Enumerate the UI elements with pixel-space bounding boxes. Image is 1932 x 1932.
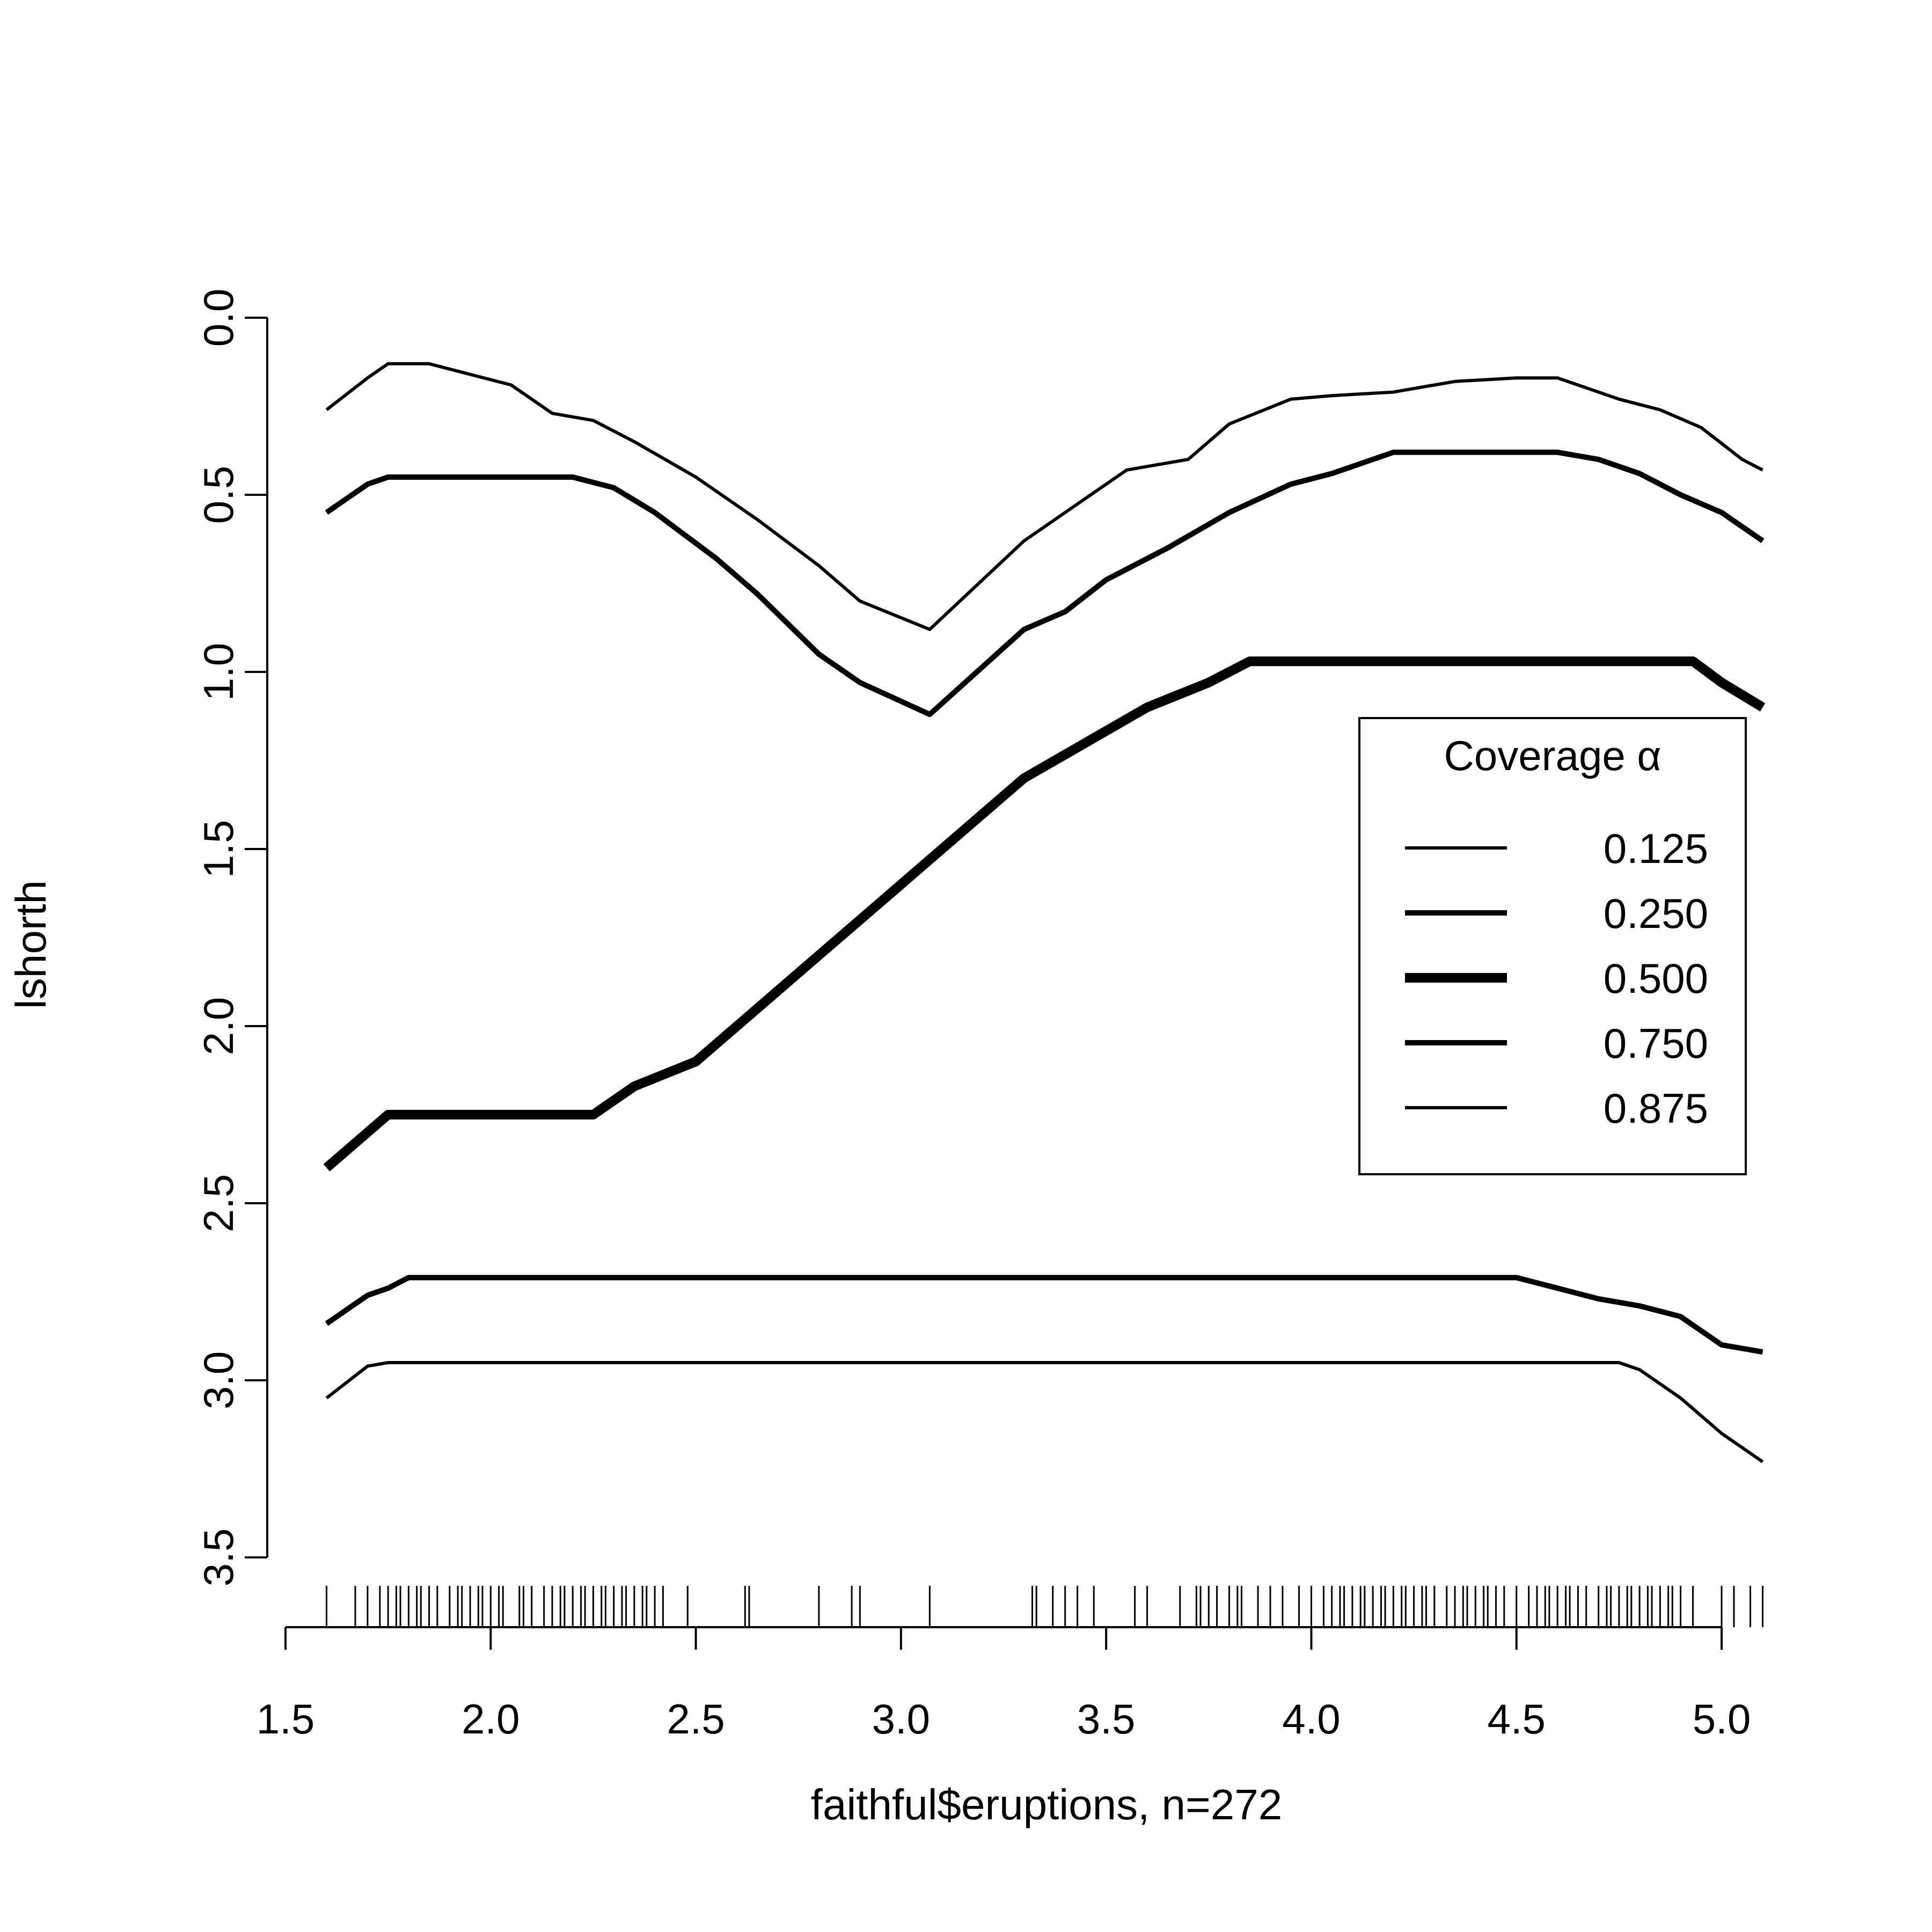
- legend-label-0.750: 0.750: [1604, 1020, 1708, 1067]
- legend-label-0.125: 0.125: [1604, 825, 1708, 872]
- legend-label-0.875: 0.875: [1604, 1085, 1708, 1132]
- y-tick-label: 2.5: [195, 1174, 242, 1232]
- legend-box: [1358, 717, 1747, 1175]
- y-axis: 0.0 0.5 1.0 1.5 2.0 2.5 3.0 3.5: [195, 289, 268, 1586]
- series-line-0.250: [325, 449, 1765, 718]
- y-tick-label: 1.0: [195, 643, 242, 701]
- x-tick-label: 4.0: [1282, 1695, 1340, 1743]
- y-tick-label: 3.5: [195, 1528, 242, 1586]
- y-tick-label: 3.0: [195, 1351, 242, 1409]
- x-tick-label: 4.5: [1487, 1695, 1545, 1743]
- series-line-0.500: [323, 656, 1766, 1172]
- legend-title: Coverage α: [1444, 732, 1662, 779]
- x-tick-label: 3.5: [1077, 1695, 1135, 1743]
- x-axis: 1.5 2.0 2.5 3.0 3.5 4.0 4.5 5.0: [257, 1626, 1751, 1743]
- y-tick-label: 0.0: [195, 289, 242, 347]
- series-line-0.125: [325, 362, 1763, 631]
- series-line-0.750: [325, 1275, 1763, 1355]
- rug-plot: [325, 1586, 1763, 1627]
- y-axis-title: lshorth: [7, 880, 55, 1009]
- x-tick-label: 2.5: [667, 1695, 724, 1743]
- legend-label-0.250: 0.250: [1604, 890, 1708, 937]
- y-tick-label: 2.0: [195, 997, 242, 1055]
- x-tick-label: 1.5: [257, 1695, 314, 1743]
- legend: Coverage α 0.125 0.250 0.500 0.750 0.875: [1358, 717, 1747, 1175]
- y-tick-label: 1.5: [195, 820, 242, 878]
- legend-label-0.500: 0.500: [1604, 955, 1708, 1002]
- x-tick-label: 2.0: [462, 1695, 519, 1743]
- y-tick-label: 0.5: [195, 466, 242, 524]
- x-tick-label: 3.0: [872, 1695, 930, 1743]
- x-tick-label: 5.0: [1693, 1695, 1751, 1743]
- x-axis-title: faithful$eruptions, n=272: [811, 1781, 1282, 1828]
- series-line-0.875: [325, 1361, 1764, 1463]
- series-lines: [323, 362, 1766, 1463]
